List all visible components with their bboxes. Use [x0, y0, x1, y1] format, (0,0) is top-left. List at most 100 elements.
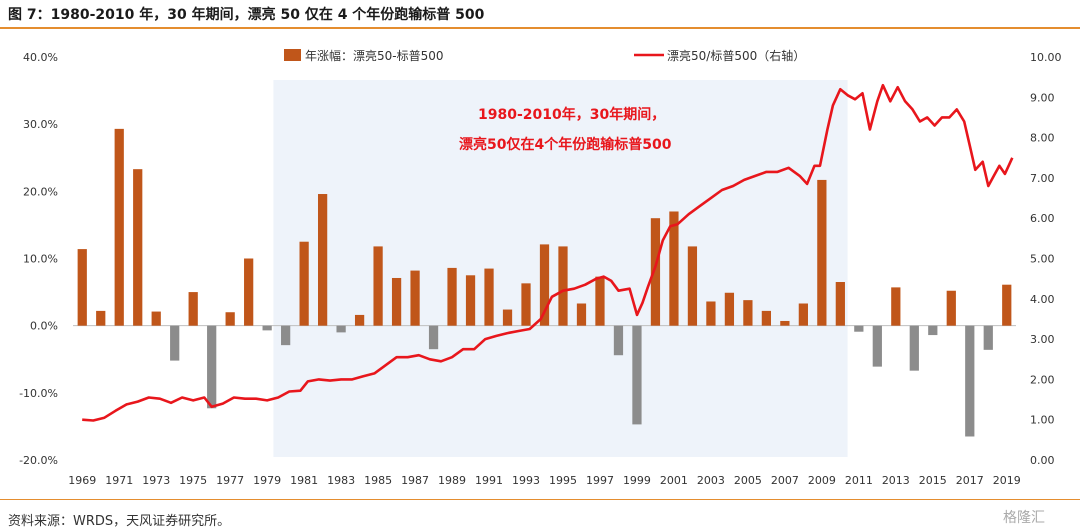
bar-1994	[539, 244, 550, 326]
annotation-line-2: 漂亮50仅在4个年份跑输标普500	[459, 136, 672, 153]
bar-2007	[780, 320, 790, 326]
bar-2015	[928, 325, 938, 336]
bar-1973	[151, 311, 161, 326]
right-axis-tick-label: 8.00	[1030, 132, 1055, 145]
right-axis-tick-label: 4.00	[1030, 293, 1055, 306]
left-axis-tick-label: 20.0%	[23, 185, 58, 198]
x-axis-tick-label: 1979	[253, 474, 281, 487]
bar-1982	[317, 194, 328, 326]
legend-line-label: 漂亮50/标普500（右轴）	[667, 48, 805, 63]
bar-1972	[133, 169, 143, 326]
bar-1985	[373, 246, 383, 326]
bar-2005	[743, 300, 753, 326]
bar-2017	[965, 325, 975, 437]
bar-1997	[595, 276, 605, 326]
bar-2019	[1002, 284, 1012, 326]
bar-2011	[854, 325, 864, 332]
title-rule	[0, 27, 1080, 29]
bar-1998	[613, 325, 624, 356]
bar-2009	[817, 179, 827, 326]
bar-2006	[761, 310, 772, 326]
x-axis-tick-label: 2003	[697, 474, 725, 487]
left-axis-tick-label: 10.0%	[23, 253, 58, 266]
bar-2001	[669, 211, 679, 326]
left-axis-tick-label: -20.0%	[19, 454, 58, 467]
x-axis-tick-label: 1999	[623, 474, 651, 487]
x-axis-tick-label: 2019	[993, 474, 1021, 487]
x-axis-tick-label: 1991	[475, 474, 503, 487]
bar-1987	[410, 270, 420, 326]
right-axis-tick-label: 7.00	[1030, 172, 1055, 185]
bar-1984	[354, 314, 365, 326]
bar-1992	[502, 309, 513, 326]
right-axis-tick-label: 5.00	[1030, 253, 1055, 266]
left-axis-tick-label: -10.0%	[19, 387, 58, 400]
right-axis-tick-label: 6.00	[1030, 212, 1055, 225]
x-axis-tick-label: 2017	[956, 474, 984, 487]
bar-2013	[891, 287, 901, 326]
left-axis-tick-label: 40.0%	[23, 51, 58, 64]
bar-1991	[484, 268, 494, 326]
bar-2014	[909, 325, 919, 371]
bar-1996	[576, 303, 587, 326]
x-axis-tick-label: 2013	[882, 474, 910, 487]
x-axis-tick-label: 1983	[327, 474, 355, 487]
x-axis-tick-label: 1997	[586, 474, 614, 487]
bar-2016	[946, 290, 956, 326]
watermark-logo: 格隆汇	[1003, 510, 1045, 526]
title-bar: 图 7：1980-2010 年，30 年期间，漂亮 50 仅在 4 个年份跑输标…	[0, 0, 1080, 28]
x-axis-tick-label: 1995	[549, 474, 577, 487]
bar-1976	[207, 325, 217, 409]
bar-1969	[77, 249, 87, 326]
x-axis-tick-label: 1969	[68, 474, 96, 487]
bar-1983	[336, 325, 346, 333]
x-axis-tick-label: 1973	[142, 474, 170, 487]
legend-bar-label: 年涨幅：漂亮50-标普500	[305, 48, 444, 63]
bar-1989	[447, 267, 457, 326]
x-axis-tick-label: 1971	[105, 474, 133, 487]
annotation-line-1: 1980-2010年，30年期间，	[478, 106, 665, 123]
bar-1986	[391, 277, 402, 326]
x-axis-tick-label: 1975	[179, 474, 207, 487]
x-axis-tick-label: 2009	[808, 474, 836, 487]
bar-1979	[262, 325, 272, 331]
bar-2004	[724, 292, 735, 326]
x-axis-tick-label: 2007	[771, 474, 799, 487]
right-axis-tick-label: 2.00	[1030, 373, 1055, 386]
bar-2002	[687, 246, 698, 326]
bar-1980	[281, 325, 291, 346]
combo-chart: -20.0% -10.0% 0.0% 10.0% 20.0% 30.0% 40.0% 0.00…	[19, 48, 1062, 487]
right-axis-tick-label: 1.00	[1030, 414, 1055, 427]
legend-bar-swatch	[284, 49, 301, 61]
x-axis-tick-label: 2011	[845, 474, 873, 487]
left-axis-tick-label: 0.0%	[30, 320, 58, 333]
bar-1974	[170, 325, 180, 361]
bar-2018	[983, 325, 993, 350]
bar-1981	[299, 241, 309, 326]
bar-2000	[650, 218, 661, 326]
bar-2012	[872, 325, 882, 367]
x-axis-tick-label: 1987	[401, 474, 429, 487]
bar-2010	[835, 282, 845, 326]
bar-2003	[706, 301, 716, 326]
bar-1993	[521, 283, 531, 326]
bar-1978	[244, 258, 254, 326]
right-axis-tick-label: 0.00	[1030, 454, 1055, 467]
bottom-rule	[0, 499, 1080, 500]
bar-1977	[225, 312, 235, 326]
x-axis-tick-label: 2001	[660, 474, 688, 487]
x-axis-tick-label: 2015	[919, 474, 947, 487]
x-axis-tick-label: 1985	[364, 474, 392, 487]
ratio-line	[82, 83, 1014, 422]
bar-1971	[114, 128, 124, 326]
right-axis-tick-label: 3.00	[1030, 333, 1055, 346]
bar-2008	[798, 303, 808, 326]
source-note: 资料来源：WRDS，天风证券研究所。	[8, 514, 231, 529]
bar-1999	[632, 325, 642, 425]
x-axis-tick-label: 1993	[512, 474, 540, 487]
x-axis-tick-label: 1977	[216, 474, 244, 487]
x-axis-tick-label: 1981	[290, 474, 318, 487]
right-axis-tick-label: 10.00	[1030, 51, 1062, 64]
x-axis-tick-label: 1989	[438, 474, 466, 487]
bar-1990	[465, 275, 476, 326]
